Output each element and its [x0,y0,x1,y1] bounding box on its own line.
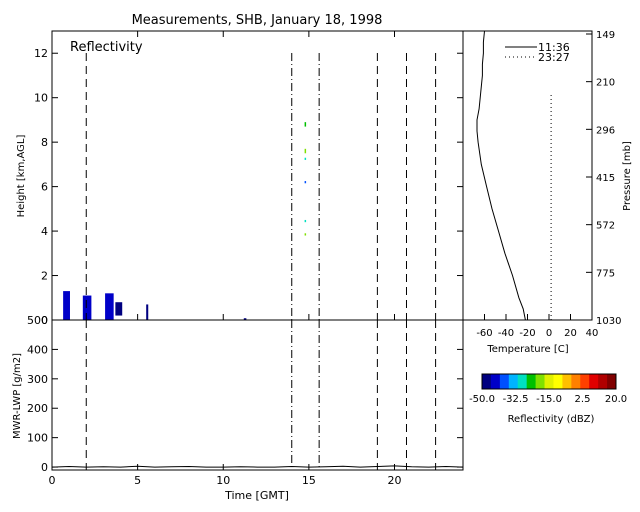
lwp-tick-label: 0 [41,461,48,474]
lwp-panel: MWR-LWP [g/m2] Time [GMT] 01002003004005… [12,314,464,502]
reflectivity-frame [51,30,464,321]
reflectivity-echo [63,291,70,320]
colorbar-label: Reflectivity (dBZ) [508,414,595,425]
colorbar-cell [490,374,501,389]
lwp-tick-label: 200 [27,402,48,415]
temperature-panel: -60 -40 -20 0 20 40 149 210 296 415 572 775 1030 Pr… [462,30,633,355]
temperature-tick-label: -20 [519,328,535,339]
colorbar-tick-labels: -50.0 -32.5 -15.0 2.5 20.0 [469,394,627,405]
temperature-tick-label: 40 [586,328,599,339]
pressure-tick-label: 1030 [596,316,621,327]
lwp-tick-label: 100 [27,432,48,445]
lwp-axis-label: MWR-LWP [g/m2] [12,353,23,439]
reflectivity-echo [105,293,114,320]
lwp-tick-label: 500 [27,314,48,327]
time-axis-label: Time [GMT] [224,489,289,502]
reflectivity-echo [304,148,307,154]
pressure-tick-label: 210 [596,78,615,89]
colorbar-cell [598,374,608,389]
reflectivity-panel-title: Reflectivity [70,40,143,55]
reflectivity-echo [304,181,307,184]
legend-label-2327: 23:27 [538,51,570,64]
height-axis-label: Height [km,AGL] [16,135,27,218]
lwp-tick-label: 300 [27,373,48,386]
temperature-tick-label: 20 [564,328,577,339]
colorbar-tick-label: -15.0 [536,394,562,405]
reflectivity-echo [304,122,307,127]
reflectivity-colorbar: -50.0 -32.5 -15.0 2.5 20.0 Reflectivity (dBZ… [469,373,627,425]
height-tick-label: 12 [34,47,48,60]
time-tick-label: 0 [49,474,56,487]
colorbar-tick-label: -50.0 [469,394,495,405]
temperature-tick-label: 0 [546,328,552,339]
colorbar-cell [535,374,546,389]
height-tick-label: 0 [41,314,48,327]
pressure-tick-label: 775 [596,268,615,279]
temperature-legend: 11:36 23:27 [505,41,570,64]
colorbar-cell [508,374,519,389]
temperature-axis-label: Temperature [C] [486,344,568,355]
height-tick-label: 4 [41,225,48,238]
legend-label-1136: 11:36 [538,41,570,54]
height-tick-label: 6 [41,181,48,194]
reflectivity-echo [304,233,307,236]
time-tick-label: 5 [134,474,141,487]
lwp-tick-label: 400 [27,343,48,356]
colorbar-cells [482,374,617,389]
colorbar-frame [481,373,617,390]
colorbar-cell [553,374,563,389]
colorbar-cell [571,374,581,389]
reflectivity-event-lines [85,53,437,320]
height-tick-label: 10 [34,92,48,105]
colorbar-tick-label: -32.5 [503,394,529,405]
colorbar-cell [607,374,617,389]
colorbar-cell [544,374,554,389]
height-tick-label: 8 [41,136,48,149]
reflectivity-panel: Reflectivity Height [km,AGL] 0 2 4 6 8 10 12 [16,30,464,327]
colorbar-cell [517,374,528,389]
reflectivity-echo [82,295,92,320]
lwp-frame [51,319,464,471]
reflectivity-echo [304,157,307,160]
reflectivity-echo [146,304,149,320]
temperature-axis-ticks: -60 -40 -20 0 20 40 [476,314,598,339]
colorbar-cell [526,374,537,389]
colorbar-tick-label: 20.0 [605,394,627,405]
colorbar-cell [589,374,599,389]
reflectivity-echoes [63,122,307,320]
colorbar-cell [499,374,510,389]
temperature-tick-label: -60 [476,328,492,339]
pressure-axis-label: Pressure [mb] [622,141,633,211]
colorbar-cell [580,374,590,389]
pressure-tick-label: 415 [596,173,615,184]
height-tick-label: 2 [41,270,48,283]
temperature-tick-label: -40 [498,328,514,339]
pressure-tick-label: 572 [596,221,615,232]
colorbar-tick-label: 2.5 [575,394,591,405]
colorbar-cell [562,374,572,389]
height-axis-ticks: 0 2 4 6 8 10 12 [34,31,463,327]
temperature-series-1136 [476,30,526,321]
lwp-event-lines [85,320,437,470]
reflectivity-echo [115,302,123,316]
time-tick-label: 15 [302,474,316,487]
reflectivity-echo [304,219,307,223]
reflectivity-echo [243,318,247,320]
figure-title: Measurements, SHB, January 18, 1998 [132,13,383,28]
colorbar-cell [482,374,492,389]
pressure-tick-label: 149 [596,30,615,41]
lwp-series-line [51,465,464,468]
time-tick-label: 20 [388,474,402,487]
pressure-axis-ticks: 149 210 296 415 572 775 1030 [586,30,621,327]
pressure-tick-label: 296 [596,125,615,136]
time-tick-label: 10 [216,474,230,487]
